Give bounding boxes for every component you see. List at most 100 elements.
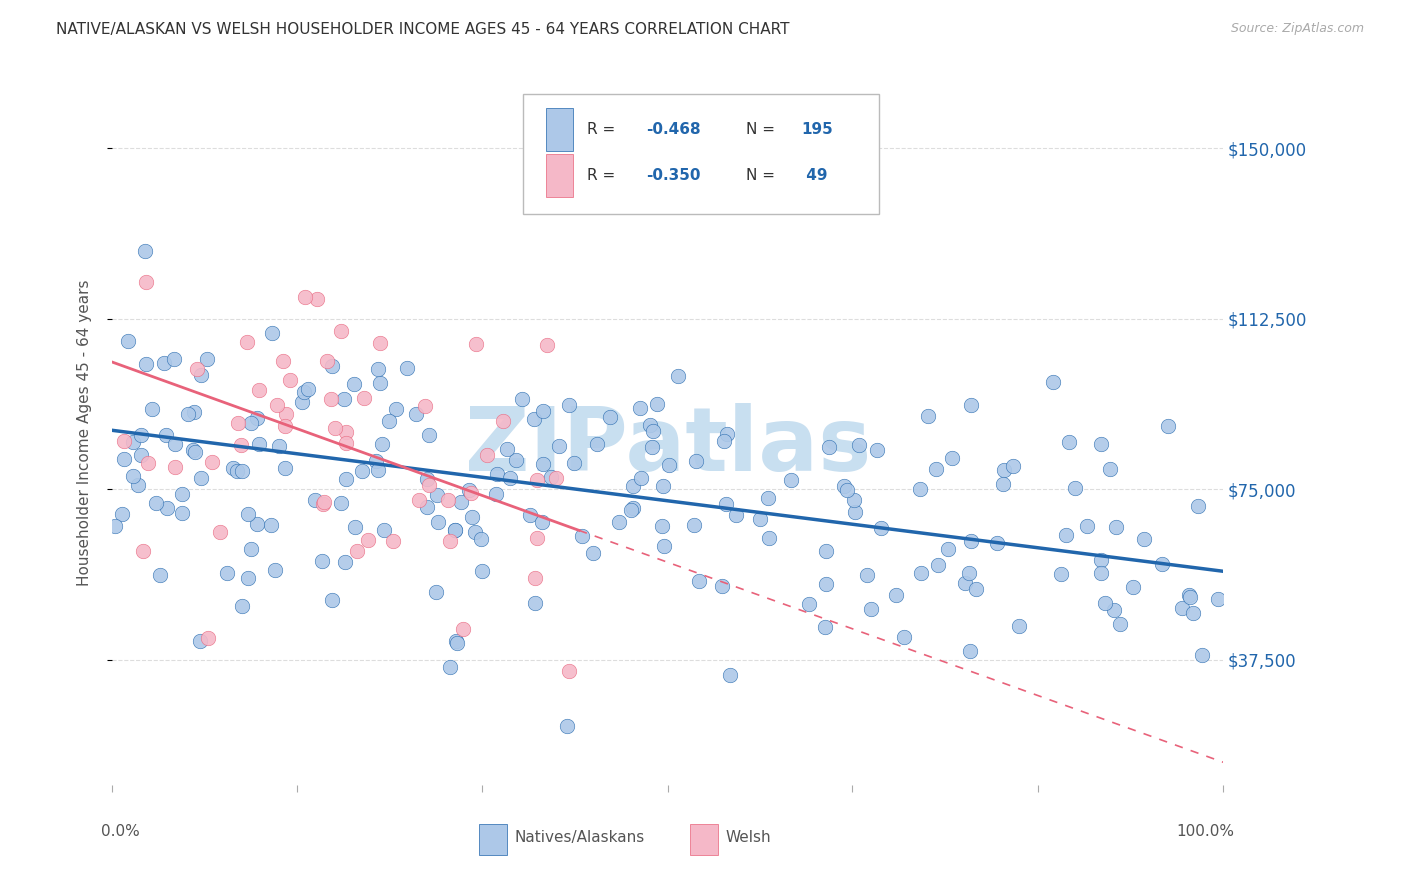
Point — [444, 523, 467, 537]
Point — [111, 507, 134, 521]
Point — [957, 566, 980, 580]
Point — [965, 582, 987, 597]
Point — [470, 532, 492, 546]
Point — [117, 334, 139, 348]
Point — [457, 483, 479, 498]
Point — [685, 454, 707, 468]
Point — [408, 492, 430, 507]
Point — [1152, 558, 1174, 572]
Point — [955, 575, 977, 590]
Point — [1098, 461, 1121, 475]
Point — [465, 337, 488, 351]
Point — [271, 354, 294, 368]
Point — [621, 479, 644, 493]
Point — [1008, 619, 1031, 633]
Point — [531, 404, 554, 418]
Point — [893, 630, 915, 644]
Point — [859, 601, 882, 615]
Point — [395, 361, 418, 376]
Point — [364, 453, 387, 467]
Point — [908, 482, 931, 496]
Point — [136, 456, 159, 470]
Point — [451, 622, 474, 636]
Point — [797, 597, 820, 611]
Point — [866, 442, 889, 457]
Point — [1105, 519, 1128, 533]
Point — [190, 471, 212, 485]
Point — [1157, 418, 1180, 433]
Point — [460, 509, 482, 524]
Point — [630, 471, 652, 485]
Point — [638, 418, 661, 433]
Point — [344, 520, 367, 534]
Point — [651, 519, 673, 533]
Point — [373, 524, 395, 538]
Text: Natives/Alaskans: Natives/Alaskans — [515, 830, 645, 846]
Text: 0.0%: 0.0% — [101, 823, 141, 838]
Point — [869, 521, 891, 535]
Point — [959, 644, 981, 658]
Point — [558, 398, 581, 412]
Point — [332, 392, 354, 407]
Point — [837, 483, 859, 498]
Point — [941, 451, 963, 466]
Point — [311, 554, 333, 568]
Point — [264, 563, 287, 577]
Point — [555, 719, 578, 733]
Point — [381, 533, 404, 548]
Point — [231, 599, 253, 614]
Point — [170, 507, 193, 521]
Point — [557, 664, 579, 678]
FancyBboxPatch shape — [546, 109, 574, 151]
Point — [444, 523, 467, 537]
Point — [471, 565, 494, 579]
Point — [292, 384, 315, 399]
Point — [986, 535, 1008, 549]
Point — [165, 437, 187, 451]
Point — [177, 407, 200, 421]
Point — [353, 391, 375, 405]
Point — [621, 501, 644, 516]
Point — [170, 486, 193, 500]
Point — [910, 566, 932, 580]
Point — [149, 568, 172, 582]
Point — [1057, 435, 1080, 450]
Point — [236, 571, 259, 585]
Point — [190, 368, 212, 382]
Point — [936, 542, 959, 557]
Point — [274, 418, 297, 433]
Point — [247, 383, 270, 397]
Point — [526, 473, 548, 487]
Point — [959, 534, 981, 549]
Text: R =: R = — [586, 122, 620, 137]
Point — [544, 471, 567, 485]
Point — [384, 402, 406, 417]
Point — [1064, 481, 1087, 495]
Point — [121, 435, 143, 450]
Point — [758, 531, 780, 545]
Point — [333, 555, 356, 569]
Point — [378, 414, 401, 428]
Point — [536, 338, 558, 352]
Point — [368, 376, 391, 391]
Point — [330, 324, 353, 338]
Point — [305, 292, 328, 306]
Point — [713, 434, 735, 448]
Point — [418, 478, 440, 492]
Point — [645, 397, 668, 411]
Point — [1076, 519, 1098, 533]
Text: 100.0%: 100.0% — [1177, 823, 1234, 838]
Point — [367, 362, 389, 376]
Point — [815, 544, 838, 558]
Point — [477, 448, 499, 462]
Point — [188, 633, 211, 648]
Point — [321, 593, 343, 607]
Point — [321, 359, 343, 373]
Point — [716, 496, 738, 510]
Point — [548, 439, 571, 453]
Point — [499, 471, 522, 485]
Point — [1187, 499, 1209, 513]
Point — [163, 351, 186, 366]
Point — [711, 578, 734, 592]
Point — [426, 488, 449, 502]
